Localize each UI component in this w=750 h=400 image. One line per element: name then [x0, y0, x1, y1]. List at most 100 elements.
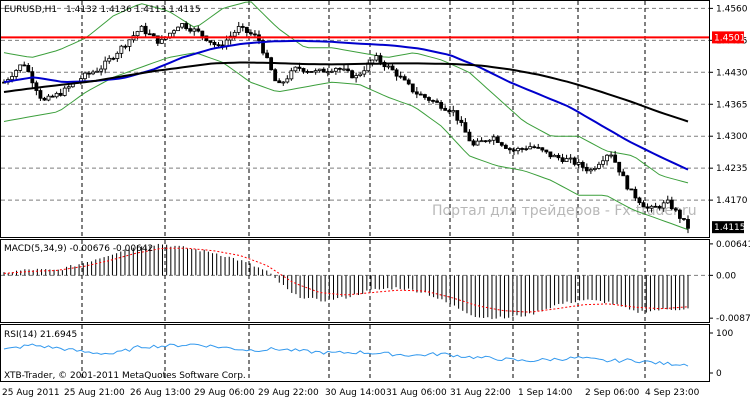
candle-body: [26, 65, 31, 73]
candle-body: [18, 64, 23, 71]
candle-body: [172, 30, 176, 34]
candle-body: [342, 68, 346, 71]
time-label: 29 Aug 06:00: [194, 388, 255, 398]
candle-body: [682, 218, 686, 220]
candle-body: [180, 23, 184, 28]
candle-body: [544, 149, 549, 153]
bollinger-lower: [3, 52, 689, 231]
candle-body: [232, 31, 237, 37]
price-tick-label: 1.4300: [716, 132, 748, 142]
candle-body: [475, 140, 480, 146]
candle-body: [443, 107, 448, 111]
candle-body: [123, 45, 128, 48]
candle-body: [398, 75, 403, 78]
time-label: 26 Aug 13:00: [130, 388, 191, 398]
candle-body: [617, 161, 622, 173]
candle-body: [358, 73, 363, 76]
candle-body: [564, 158, 569, 162]
candle-body: [338, 67, 342, 70]
candle-body: [588, 169, 593, 172]
candle-body: [536, 146, 541, 149]
candle-body: [350, 70, 354, 79]
candle-body: [669, 199, 674, 210]
time-label: 25 Aug 2011: [2, 388, 60, 398]
candle-body: [641, 202, 646, 208]
candle-body: [240, 26, 245, 28]
candle-body: [487, 139, 492, 142]
time-label: 2 Sep 06:00: [585, 388, 640, 398]
macd-grid: [1, 240, 709, 322]
candle-body: [495, 136, 500, 143]
candle-body: [479, 140, 484, 143]
candle-body: [277, 80, 282, 84]
macd-title: MACD(5,34,9) -0.00676 -0.00642: [4, 244, 153, 254]
rsi-line: [3, 343, 689, 367]
candle-body: [46, 95, 51, 101]
candle-body: [83, 72, 87, 80]
candle-body: [38, 90, 43, 99]
candle-body: [58, 92, 63, 96]
candle-body: [317, 68, 322, 72]
candle-body: [273, 69, 278, 82]
candle-body: [147, 33, 152, 36]
candle-body: [42, 97, 47, 101]
candle-body: [584, 166, 589, 172]
candle-body: [556, 154, 561, 159]
svg-text:1.4115: 1.4115: [714, 223, 746, 233]
candle-body: [200, 30, 205, 37]
candle-body: [512, 149, 516, 152]
candle-body: [524, 148, 529, 151]
footer-copyright: XTB-Trader, © 2001-2011 MetaQuotes Softw…: [4, 371, 246, 381]
candle-body: [645, 206, 650, 209]
candle-body: [528, 146, 533, 150]
candle-body: [192, 28, 197, 32]
macd-panel-frame: [0, 239, 710, 323]
candle-body: [119, 45, 124, 54]
price-level-label: 1.4501: [712, 31, 746, 43]
candle-body: [143, 25, 148, 35]
candle-body: [520, 148, 524, 150]
time-label: 30 Aug 14:00: [325, 388, 386, 398]
candle-body: [184, 23, 189, 29]
candle-body: [540, 147, 545, 151]
candle-body: [313, 70, 318, 73]
ma-blue: [3, 39, 689, 171]
candle-body: [321, 68, 326, 73]
price-tick-label: 1.4365: [716, 100, 748, 110]
candle-body: [91, 71, 95, 75]
candle-body: [605, 154, 609, 162]
candle-body: [576, 162, 581, 165]
candle-body: [463, 122, 468, 133]
candle-body: [447, 109, 452, 113]
candle-body: [686, 219, 690, 229]
svg-text:1.4501: 1.4501: [714, 33, 746, 43]
candle-body: [601, 160, 605, 165]
candle-body: [597, 163, 601, 169]
ohlc-values: 1.4132 1.4136 1.4113 1.4115: [66, 5, 201, 15]
candle-body: [139, 25, 144, 32]
candle-body: [390, 65, 395, 71]
rsi-panel-frame: [0, 324, 710, 382]
moving-averages: [3, 39, 689, 171]
candle-body: [305, 71, 310, 73]
candles: [2, 21, 690, 234]
rsi-grid: [81, 325, 646, 381]
candle-body: [471, 140, 476, 146]
time-label: 29 Aug 22:00: [258, 388, 319, 398]
candle-body: [329, 70, 334, 73]
candle-body: [625, 175, 630, 190]
candle-body: [14, 70, 19, 77]
rsi-scale: 100 0: [709, 329, 733, 379]
macd-histogram: [3, 243, 689, 320]
candle-body: [208, 40, 213, 43]
candle-body: [657, 206, 662, 209]
candle-body: [378, 55, 383, 63]
candle-body: [560, 157, 565, 162]
candle-body: [261, 40, 265, 54]
candle-body: [499, 142, 504, 146]
candle-body: [265, 52, 269, 59]
candle-body: [678, 209, 682, 219]
time-axis[interactable]: 25 Aug 2011 25 Aug 21:00 26 Aug 13:00 29 Au…: [2, 388, 700, 398]
candle-body: [135, 31, 140, 37]
